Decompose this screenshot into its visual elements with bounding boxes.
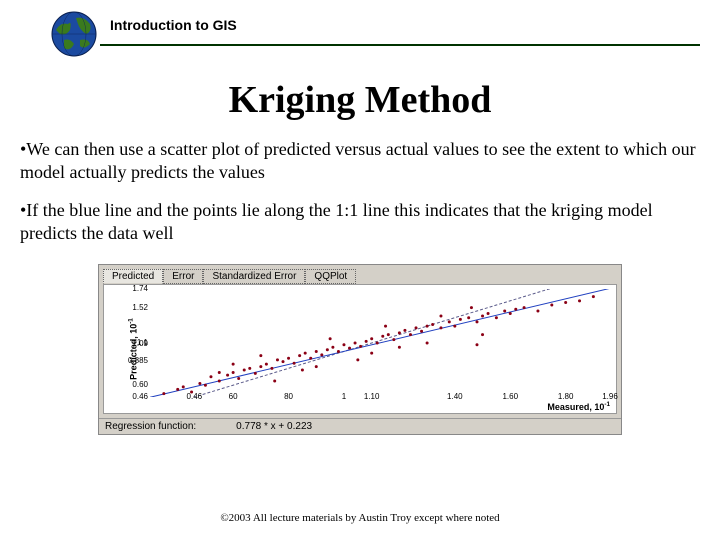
globe-icon (50, 10, 98, 58)
slide-header: Introduction to GIS (0, 0, 720, 58)
y-tick: 0.46 (126, 392, 148, 401)
bullet-1: •We can then use a scatter plot of predi… (0, 138, 720, 183)
header-rule (100, 44, 700, 46)
y-tick: 1.09 (126, 339, 148, 348)
scatter-chart-panel: Predicted Error Standardized Error QQPlo… (98, 264, 622, 435)
x-axis-label: Measured, 10-1 (547, 401, 610, 412)
tab-qqplot[interactable]: QQPlot (305, 269, 356, 284)
chart-tabs: Predicted Error Standardized Error QQPlo… (99, 265, 621, 284)
x-tick: 1.80 (558, 392, 574, 401)
regression-equation: 0.778 * x + 0.223 (236, 421, 312, 432)
course-title: Introduction to GIS (110, 17, 237, 33)
plot-area: Predicted, 10-1 0.460.600.8851.11.091.52… (103, 284, 617, 414)
x-tick: 1.96 (602, 392, 618, 401)
regression-row: Regression function: 0.778 * x + 0.223 (99, 418, 621, 434)
x-tick: 60 (229, 392, 238, 401)
y-tick: 1.52 (126, 303, 148, 312)
x-tick: 1.10 (364, 392, 380, 401)
slide-title: Kriging Method (0, 78, 720, 122)
regression-label: Regression function: (105, 421, 196, 432)
x-tick: 1 (342, 392, 346, 401)
tab-predicted[interactable]: Predicted (103, 269, 163, 284)
x-tick: 80 (284, 392, 293, 401)
footer-copyright: ©2003 All lecture materials by Austin Tr… (0, 512, 720, 524)
x-tick: 1.60 (502, 392, 518, 401)
tab-stderror[interactable]: Standardized Error (203, 269, 305, 284)
tab-error[interactable]: Error (163, 269, 203, 284)
y-tick: 0.60 (126, 380, 148, 389)
y-tick: 1.74 (126, 284, 148, 293)
x-tick: 0.46 (187, 392, 203, 401)
bullet-2: •If the blue line and the points lie alo… (0, 199, 720, 244)
y-tick: 0.885 (126, 356, 148, 365)
y-axis-label: Predicted, 10-1 (127, 318, 138, 380)
scatter-plot (150, 289, 610, 397)
x-tick: 1.40 (447, 392, 463, 401)
